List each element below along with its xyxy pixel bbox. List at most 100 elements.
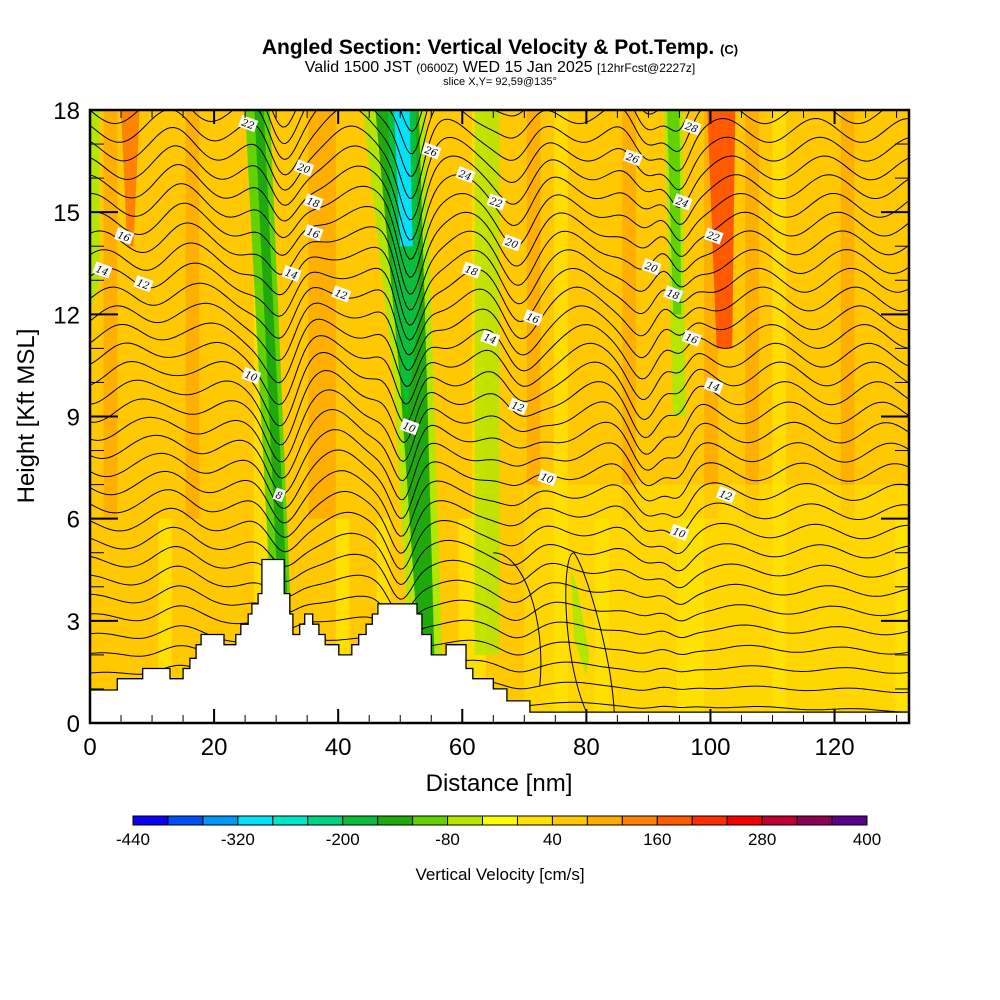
isentrope-line (90, 565, 909, 615)
x-tick-label: 40 (325, 734, 352, 761)
contour-label: 12 (133, 275, 154, 293)
field-cell (322, 110, 337, 519)
contour-label-bg (114, 227, 135, 245)
y-tick-label: 0 (67, 711, 80, 738)
contour-label-text: 20 (642, 260, 659, 275)
contour-label: 10 (537, 469, 558, 487)
y-tick-label: 15 (53, 200, 80, 227)
downdraft-core (667, 110, 682, 315)
field-cell (294, 110, 309, 519)
contour-label: 12 (715, 486, 737, 504)
contour-label-text: 24 (456, 168, 473, 183)
contour-label-text: 12 (510, 400, 526, 415)
field-cell (226, 110, 241, 519)
field-cell (636, 110, 651, 519)
contour-label-text: 20 (503, 237, 520, 252)
colorbar-tick-label: -320 (221, 830, 255, 849)
contour-label: 10 (241, 367, 262, 385)
field-cell (281, 110, 296, 519)
field-cell (444, 110, 460, 519)
contour-label-text: 14 (705, 380, 721, 395)
colorbar-swatch (447, 815, 484, 826)
contour-label-bg (303, 193, 324, 211)
contour-label-text: 26 (422, 145, 439, 160)
updraft-weak (570, 569, 590, 676)
field-cell (786, 110, 801, 519)
contour-label-bg (703, 227, 724, 245)
isentrope-line (90, 369, 909, 446)
colorbar-swatch (726, 815, 763, 826)
isentrope-line (90, 408, 909, 482)
contour-label-bg (241, 367, 262, 385)
contour-label-bg (641, 258, 662, 276)
field-cell (581, 110, 596, 519)
isentrope-line (90, 202, 909, 295)
contour-label-text: 12 (718, 489, 734, 504)
colorbar-swatch (551, 815, 588, 826)
contour-label-bg (331, 285, 352, 303)
updraft-band (121, 110, 140, 247)
field-cell (745, 110, 760, 519)
contour-label: 18 (461, 261, 482, 279)
contour-label-text: 16 (305, 227, 321, 242)
field-cell (431, 110, 446, 519)
contour-label-text: 16 (525, 312, 541, 327)
contour-label: 16 (522, 309, 544, 327)
contour-label-text: 14 (94, 264, 110, 279)
contour-label-text: 12 (333, 288, 349, 303)
contour-label-text: 28 (682, 121, 699, 136)
contour-label-text: 22 (704, 230, 721, 245)
field-cell (868, 110, 883, 519)
field-cell (622, 110, 637, 519)
contour-label: 14 (480, 329, 501, 347)
x-tick-label: 80 (573, 734, 600, 761)
contour-label: 10 (399, 418, 420, 436)
contour-label-bg (480, 329, 501, 347)
colorbar-swatch (412, 815, 449, 826)
contour-label: 22 (238, 115, 259, 132)
y-tick-label: 9 (67, 405, 80, 432)
isentrope-line (90, 302, 909, 371)
colorbar-swatch (621, 815, 658, 826)
isentrope-line (493, 552, 542, 686)
field-cell (199, 110, 214, 519)
contour-label-bg (703, 377, 724, 395)
valid-date: WED 15 Jan 2025 (462, 59, 593, 76)
contour-label: 16 (114, 227, 135, 245)
contour-label: 20 (501, 234, 522, 252)
contour-label-bg (272, 487, 286, 503)
field-cell (499, 110, 514, 519)
velocity-band (474, 110, 500, 655)
contour-label-bg (522, 309, 544, 327)
contour-label: 14 (92, 261, 113, 279)
x-axis-title: Distance [nm] (426, 770, 573, 797)
colorbar-swatch (482, 815, 518, 826)
colorbar-tick-label: 400 (853, 830, 881, 849)
contour-label-text: 12 (135, 278, 151, 293)
colorbar-tick-label: -440 (116, 830, 150, 849)
terrain-fill (90, 559, 909, 723)
contour-label-bg (303, 224, 324, 242)
contour-label-text: 20 (295, 162, 312, 177)
field-cell (499, 518, 514, 723)
contour-label-bg (294, 159, 315, 177)
field-cell (799, 110, 814, 519)
colorbar-swatch (586, 815, 623, 826)
isentrope-line (90, 545, 909, 600)
colorbar-swatch (796, 815, 833, 826)
contour-label: 22 (486, 193, 507, 211)
field-cell (212, 110, 227, 519)
updraft-band (707, 110, 736, 349)
contour-label-bg (715, 486, 737, 504)
contour-label: 18 (663, 285, 684, 303)
contour-label-bg (663, 285, 684, 303)
contour-label-text: 24 (673, 196, 690, 211)
isentrope-line (90, 262, 909, 341)
contour-label-bg (281, 264, 302, 283)
contour-label-bg (537, 469, 558, 487)
contour-label-text: 10 (243, 370, 259, 385)
field-cell (524, 484, 909, 723)
field-cell (554, 110, 569, 519)
colorbar-swatch (831, 815, 868, 826)
